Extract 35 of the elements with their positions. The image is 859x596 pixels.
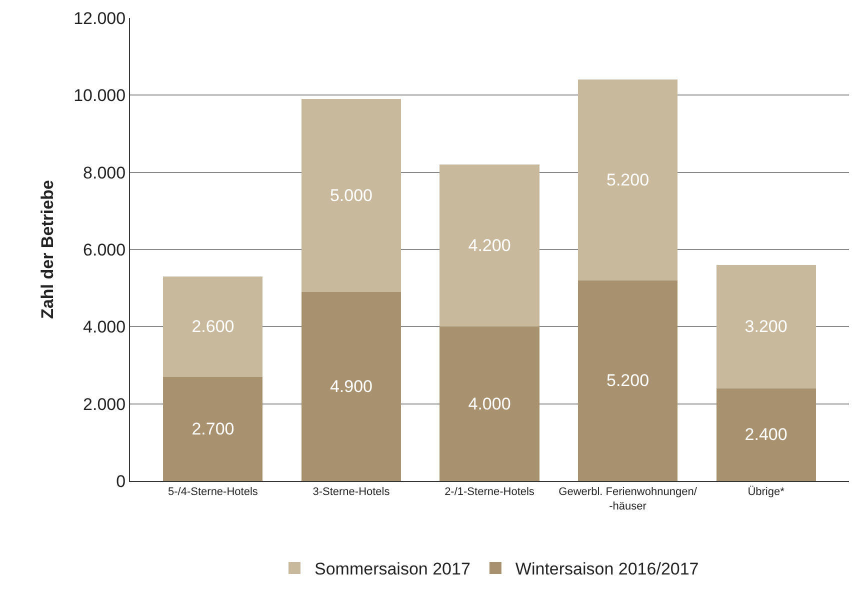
data-label: 3.200 bbox=[744, 317, 788, 336]
y-axis-title: Zahl der Betriebe bbox=[38, 180, 58, 319]
legend-label: Wintersaison 2016/2017 bbox=[515, 560, 699, 579]
y-tick-label: 2.000 bbox=[83, 394, 126, 414]
bar bbox=[716, 388, 816, 481]
data-label: 2.600 bbox=[192, 317, 234, 336]
x-tick-label: 3-Sterne-Hotels bbox=[312, 486, 390, 498]
y-tick-label: 10.000 bbox=[74, 86, 126, 106]
bar bbox=[716, 264, 816, 388]
data-label: 2.400 bbox=[744, 425, 788, 444]
bar bbox=[163, 276, 263, 377]
data-label: 4.200 bbox=[468, 236, 511, 256]
x-tick-label: 2-/1-Sterne-Hotels bbox=[444, 486, 535, 498]
bar bbox=[578, 280, 678, 481]
y-tick-label: 6.000 bbox=[83, 240, 126, 260]
bar bbox=[440, 326, 540, 481]
y-tick-label: 0 bbox=[116, 472, 126, 491]
bar bbox=[301, 292, 402, 481]
x-tick-label: 5-/4-Sterne-Hotels bbox=[168, 486, 258, 498]
data-label: 4.000 bbox=[468, 394, 511, 414]
data-label: 5.200 bbox=[606, 170, 650, 190]
x-tick-label: Übrige* bbox=[748, 485, 786, 498]
legend-label: Sommersaison 2017 bbox=[314, 560, 470, 579]
data-label: 5.000 bbox=[330, 186, 373, 205]
y-tick-label: 12.000 bbox=[74, 8, 126, 28]
bar bbox=[163, 376, 263, 481]
bar bbox=[440, 164, 540, 327]
x-tick-label: Gewerbl. Ferienwohnungen/ -häuser bbox=[558, 486, 698, 512]
bar bbox=[301, 99, 402, 292]
data-label: 5.200 bbox=[606, 371, 650, 390]
data-label: 2.700 bbox=[192, 419, 234, 438]
bar bbox=[578, 80, 678, 280]
y-tick-label: 4.000 bbox=[83, 318, 126, 337]
data-label: 4.900 bbox=[330, 376, 373, 396]
y-tick-label: 8.000 bbox=[83, 163, 126, 182]
